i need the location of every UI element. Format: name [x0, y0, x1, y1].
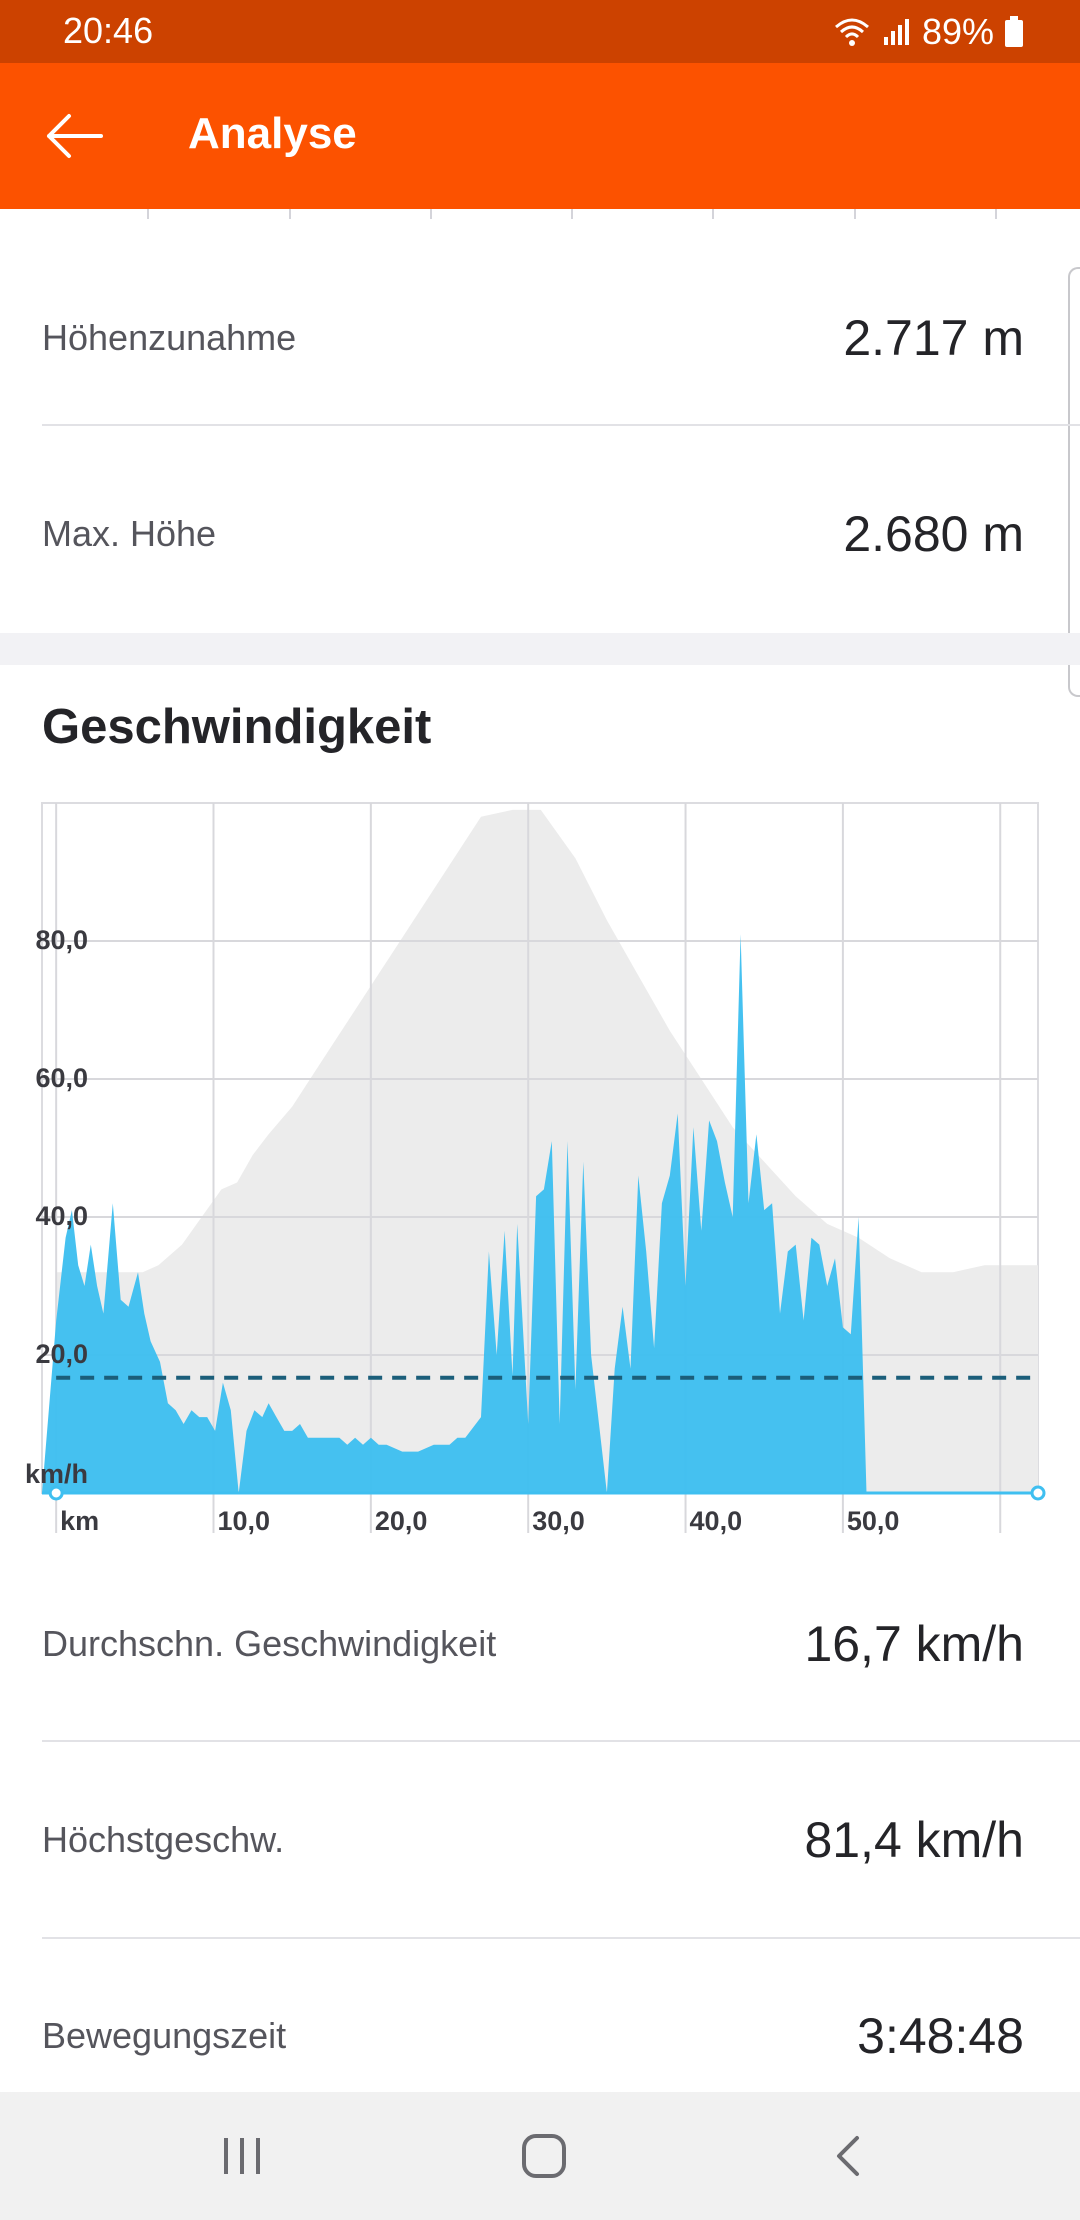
- analysis-content[interactable]: Höhenzunahme 2.717 m Max. Höhe 2.680 m G…: [0, 209, 1080, 2092]
- side-panel-handle[interactable]: [1068, 267, 1080, 697]
- divider: [42, 1740, 1080, 1742]
- stat-value: 2.717 m: [843, 309, 1024, 366]
- app-bar: Analyse: [0, 63, 1080, 209]
- battery-percent: 89%: [921, 11, 994, 52]
- stat-value: 16,7 km/h: [804, 1615, 1024, 1672]
- stat-row-max-elevation: Max. Höhe 2.680 m: [42, 435, 1080, 632]
- wifi-icon: [834, 18, 869, 46]
- arrow-left-icon: [47, 114, 103, 158]
- stat-value: 3:48:48: [857, 2007, 1024, 2064]
- stat-value: 81,4 km/h: [804, 1811, 1024, 1868]
- home-button[interactable]: [496, 2122, 592, 2190]
- chevron-left-icon: [837, 2136, 859, 2176]
- x-tick-label-2: 30,0: [532, 1506, 585, 1536]
- divider: [42, 424, 1080, 426]
- y-axis-unit-label: km/h: [25, 1459, 88, 1489]
- status-time: 20:46: [63, 10, 154, 51]
- y-tick-label-3: 80,0: [35, 925, 88, 955]
- speed-area: [42, 934, 1038, 1493]
- stat-label: Höchstgeschw.: [42, 1818, 285, 1860]
- status-icons: 89%: [832, 10, 1024, 54]
- stat-label: Höhenzunahme: [42, 316, 297, 358]
- stat-label: Max. Höhe: [42, 512, 217, 554]
- x-tick-label-0: 10,0: [218, 1506, 271, 1536]
- y-tick-label-1: 40,0: [35, 1201, 88, 1231]
- recent-apps-icon: [224, 2138, 260, 2174]
- range-end-handle: [1030, 1485, 1046, 1501]
- back-button[interactable]: [26, 96, 122, 176]
- speed-chart[interactable]: 20,0 40,0 60,0 80,0 km/h km 10,0 20,0 30,0 40,0 50…: [0, 789, 1080, 1549]
- x-tick-label-4: 50,0: [847, 1506, 900, 1536]
- home-icon: [522, 2134, 566, 2178]
- y-tick-label-0: 20,0: [35, 1339, 88, 1369]
- stat-label: Durchschn. Geschwindigkeit: [42, 1622, 497, 1664]
- system-nav-bar: [0, 2092, 1080, 2220]
- signal-icon: [883, 19, 909, 45]
- stat-row-elevation-gain: Höhenzunahme 2.717 m: [42, 239, 1080, 436]
- recent-apps-button[interactable]: [194, 2122, 290, 2190]
- battery-icon: [1005, 16, 1023, 47]
- stat-label: Bewegungszeit: [42, 2014, 287, 2056]
- previous-chart-axis-remnant: [0, 209, 1080, 219]
- section-title-speed: Geschwindigkeit: [42, 700, 432, 754]
- range-start-handle: [48, 1485, 64, 1501]
- section-separator: [0, 633, 1080, 665]
- stat-row-average-speed: Durchschn. Geschwindigkeit 16,7 km/h: [42, 1545, 1080, 1742]
- stat-row-moving-time: Bewegungszeit 3:48:48: [42, 1937, 1080, 2092]
- page-title: Analyse: [188, 109, 357, 158]
- x-tick-label-1: 20,0: [375, 1506, 428, 1536]
- divider: [42, 1937, 1080, 1939]
- status-bar: 20:46 89%: [0, 0, 1080, 63]
- y-tick-label-2: 60,0: [35, 1063, 88, 1093]
- stat-row-max-speed: Höchstgeschw. 81,4 km/h: [42, 1741, 1080, 1938]
- stat-value: 2.680 m: [843, 505, 1024, 562]
- system-back-button[interactable]: [800, 2122, 896, 2190]
- x-axis-unit-label: km: [60, 1506, 99, 1536]
- x-tick-label-3: 40,0: [690, 1506, 743, 1536]
